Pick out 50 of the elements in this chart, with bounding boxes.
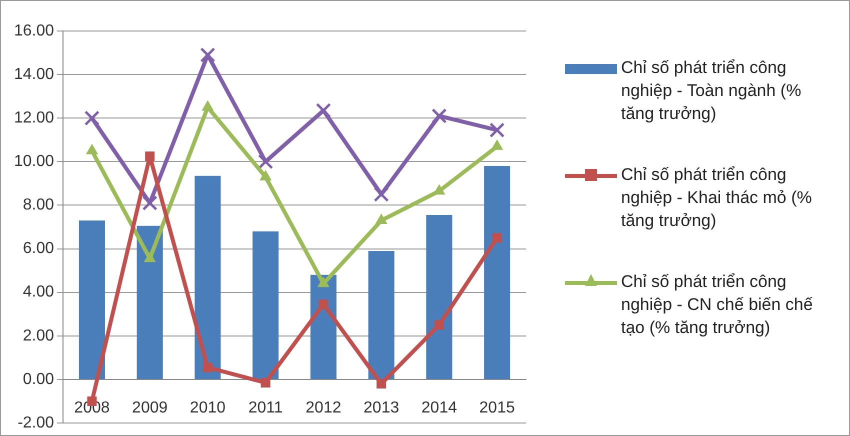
point bbox=[200, 47, 216, 63]
point bbox=[318, 277, 330, 288]
y-tick-label: 10.00 bbox=[14, 153, 54, 170]
bar bbox=[484, 166, 510, 379]
y-tick-label: 8.00 bbox=[22, 196, 54, 214]
point bbox=[142, 195, 158, 211]
legend-label: Chỉ số phát triển công nghiệp - CN chế biến chế tạo (% tăng trưởng) bbox=[621, 271, 814, 339]
y-tick-label: 4.00 bbox=[22, 284, 54, 301]
point bbox=[84, 110, 100, 126]
point bbox=[374, 186, 389, 202]
point bbox=[202, 100, 214, 111]
y-tick-label: 12.00 bbox=[14, 110, 54, 127]
y-tick-label: 14.00 bbox=[14, 66, 54, 83]
x-tick-label: 2010 bbox=[190, 399, 226, 416]
bar bbox=[252, 231, 279, 379]
point bbox=[258, 154, 274, 170]
point bbox=[316, 102, 332, 118]
legend-label: Chỉ số phát triển công nghiệp - Khai thác mỏ (% tăng trưởng) bbox=[621, 164, 813, 232]
y-tick-label: 2.00 bbox=[22, 327, 54, 344]
bar bbox=[78, 220, 105, 379]
point bbox=[318, 300, 328, 310]
x-tick-label: 2011 bbox=[248, 399, 283, 416]
bar bbox=[368, 250, 394, 379]
x-tick-label: 2009 bbox=[132, 399, 168, 416]
y-tick-label: -2.00 bbox=[18, 414, 54, 432]
point bbox=[491, 140, 503, 150]
point bbox=[260, 170, 272, 180]
point bbox=[144, 252, 156, 262]
x-tick-label: 2014 bbox=[421, 399, 458, 416]
point bbox=[376, 214, 388, 224]
point bbox=[202, 362, 212, 372]
point bbox=[434, 184, 445, 195]
point bbox=[489, 122, 505, 138]
point bbox=[260, 378, 270, 388]
y-tick-label: 6.00 bbox=[22, 240, 54, 258]
x-tick-label: 2012 bbox=[306, 399, 342, 416]
x-tick-label: 2013 bbox=[364, 399, 400, 416]
point bbox=[376, 379, 386, 389]
x-tick-label: 2015 bbox=[479, 399, 515, 416]
point bbox=[432, 108, 447, 124]
bar bbox=[194, 176, 221, 379]
legend-label: Chỉ số phát triển công nghiệp - Toàn ngành (% tăng trưởng) bbox=[621, 57, 802, 125]
point bbox=[145, 151, 155, 161]
y-tick-label: 16.00 bbox=[14, 22, 54, 40]
point bbox=[86, 144, 98, 154]
point bbox=[434, 320, 444, 330]
point bbox=[492, 233, 502, 243]
y-tick-label: 0.00 bbox=[22, 370, 54, 388]
bar bbox=[136, 226, 163, 379]
bar bbox=[426, 215, 452, 379]
